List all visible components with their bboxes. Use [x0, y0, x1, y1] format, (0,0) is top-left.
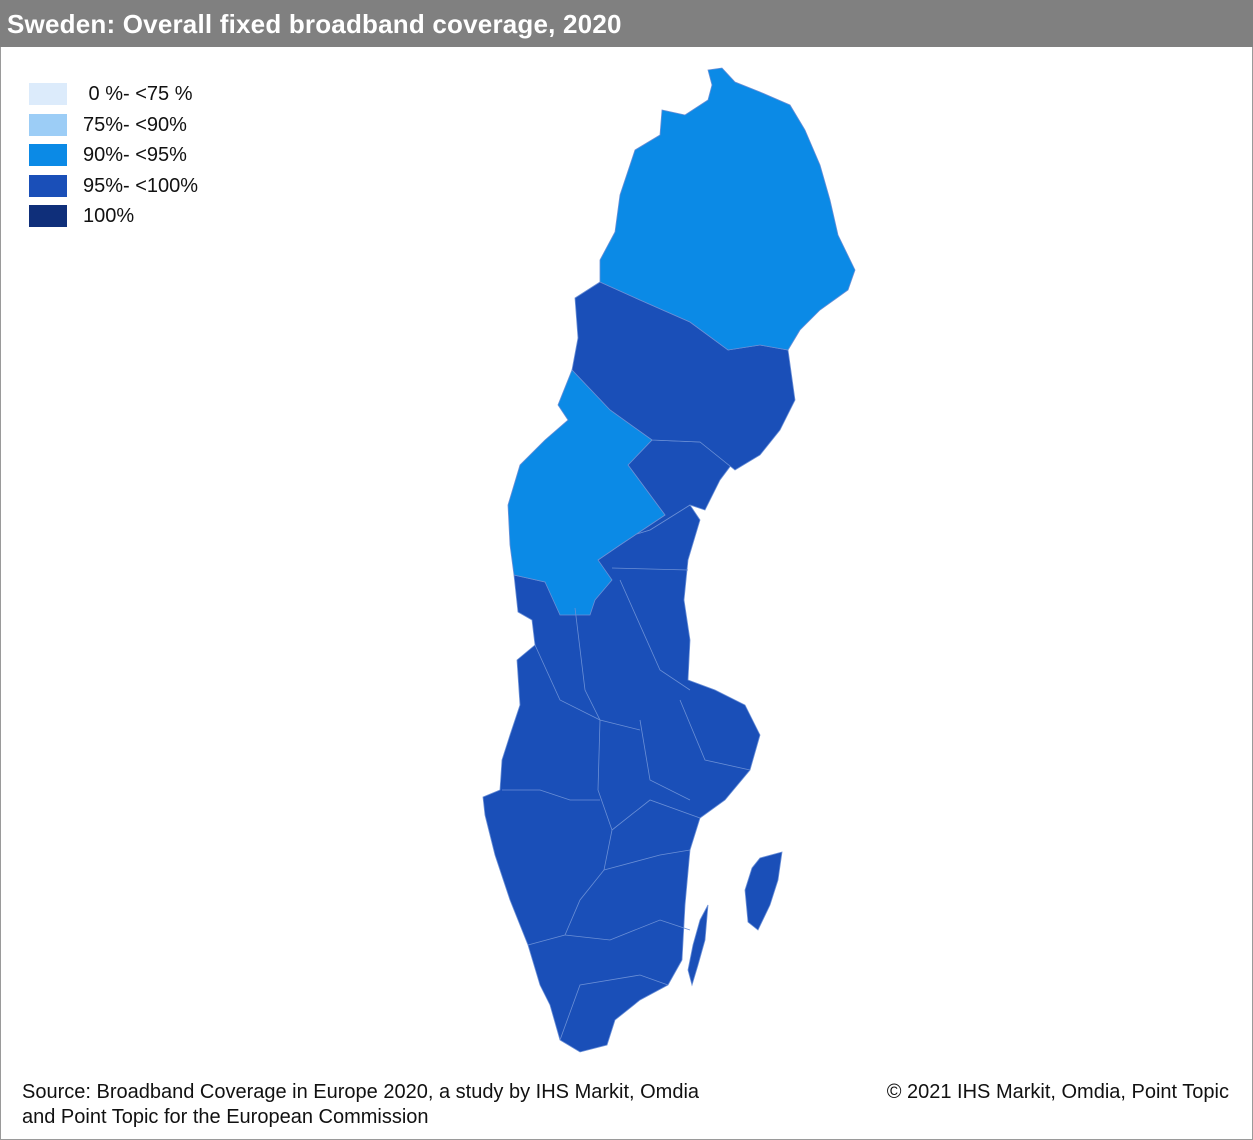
source-line-2: and Point Topic for the European Commiss…	[22, 1106, 429, 1128]
legend-swatch	[29, 174, 67, 197]
page-title: Sweden: Overall fixed broadband coverage…	[7, 9, 622, 39]
legend-label: 75%- <90%	[83, 113, 187, 136]
source-line-1: Source: Broadband Coverage in Europe 202…	[22, 1081, 700, 1103]
legend-label: 0 %- <75 %	[83, 83, 193, 105]
copyright-note: © 2021 IHS Markit, Omdia, Point Topic	[886, 1081, 1229, 1103]
legend-label: 95%- <100%	[83, 174, 199, 197]
legend-swatch	[29, 205, 67, 227]
legend-label: 90%- <95%	[83, 144, 187, 166]
region-oland[interactable]	[687, 904, 709, 987]
region-gotland[interactable]	[744, 851, 783, 931]
region-jamtland[interactable]	[507, 369, 666, 616]
legend-label: 100%	[83, 205, 135, 227]
legend-swatch	[29, 83, 67, 105]
title-bar: Sweden: Overall fixed broadband coverage…	[0, 0, 1253, 47]
sweden-map	[482, 67, 856, 1053]
county-borders	[502, 567, 751, 1041]
region-south[interactable]	[482, 504, 761, 1053]
region-norrbotten[interactable]	[599, 67, 856, 351]
legend-swatch	[29, 144, 67, 166]
legend-swatch	[29, 113, 67, 136]
source-note: Source: Broadband Coverage in Europe 202…	[22, 1080, 699, 1130]
